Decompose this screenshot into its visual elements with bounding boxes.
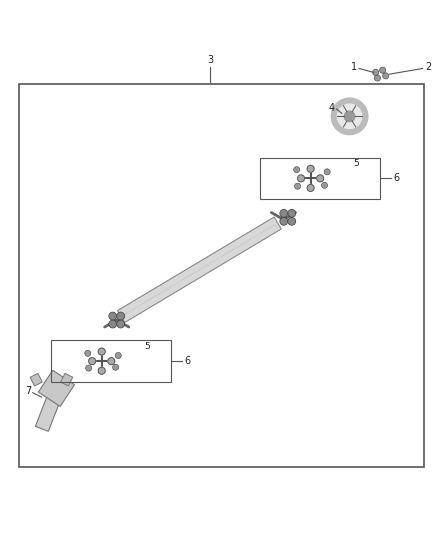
Circle shape [294, 167, 299, 172]
Bar [260, 158, 380, 199]
Circle shape [289, 219, 295, 224]
Circle shape [374, 70, 378, 75]
Circle shape [384, 74, 388, 78]
Circle shape [322, 183, 327, 188]
Polygon shape [39, 370, 74, 407]
Circle shape [98, 348, 105, 355]
Circle shape [297, 175, 304, 182]
Circle shape [295, 184, 300, 188]
Polygon shape [60, 373, 73, 386]
Text: 7: 7 [25, 385, 31, 395]
Text: 4: 4 [328, 103, 334, 112]
Text: 2: 2 [426, 62, 432, 72]
Circle shape [307, 184, 314, 191]
Circle shape [118, 313, 124, 319]
Text: 5: 5 [353, 159, 359, 168]
Polygon shape [35, 382, 66, 431]
Circle shape [118, 321, 124, 327]
Circle shape [317, 175, 324, 182]
Circle shape [113, 365, 118, 369]
Circle shape [375, 76, 380, 80]
Circle shape [98, 367, 105, 374]
Circle shape [108, 358, 115, 365]
Circle shape [110, 321, 116, 327]
Text: 1: 1 [351, 62, 357, 72]
Circle shape [307, 165, 314, 172]
Circle shape [86, 366, 91, 370]
Circle shape [381, 68, 385, 72]
Circle shape [110, 313, 116, 319]
Text: 6: 6 [184, 356, 190, 366]
Bar [51, 341, 171, 382]
Circle shape [344, 111, 355, 122]
Circle shape [85, 351, 90, 356]
Text: 3: 3 [207, 55, 213, 66]
Circle shape [289, 211, 295, 216]
Circle shape [331, 98, 368, 135]
Polygon shape [117, 217, 281, 322]
Text: 6: 6 [393, 173, 399, 183]
Circle shape [337, 104, 362, 128]
Circle shape [281, 211, 287, 216]
Circle shape [88, 358, 95, 365]
Circle shape [281, 219, 287, 224]
Text: 5: 5 [144, 342, 150, 351]
Polygon shape [30, 373, 42, 386]
Circle shape [116, 353, 120, 358]
Circle shape [325, 169, 329, 174]
